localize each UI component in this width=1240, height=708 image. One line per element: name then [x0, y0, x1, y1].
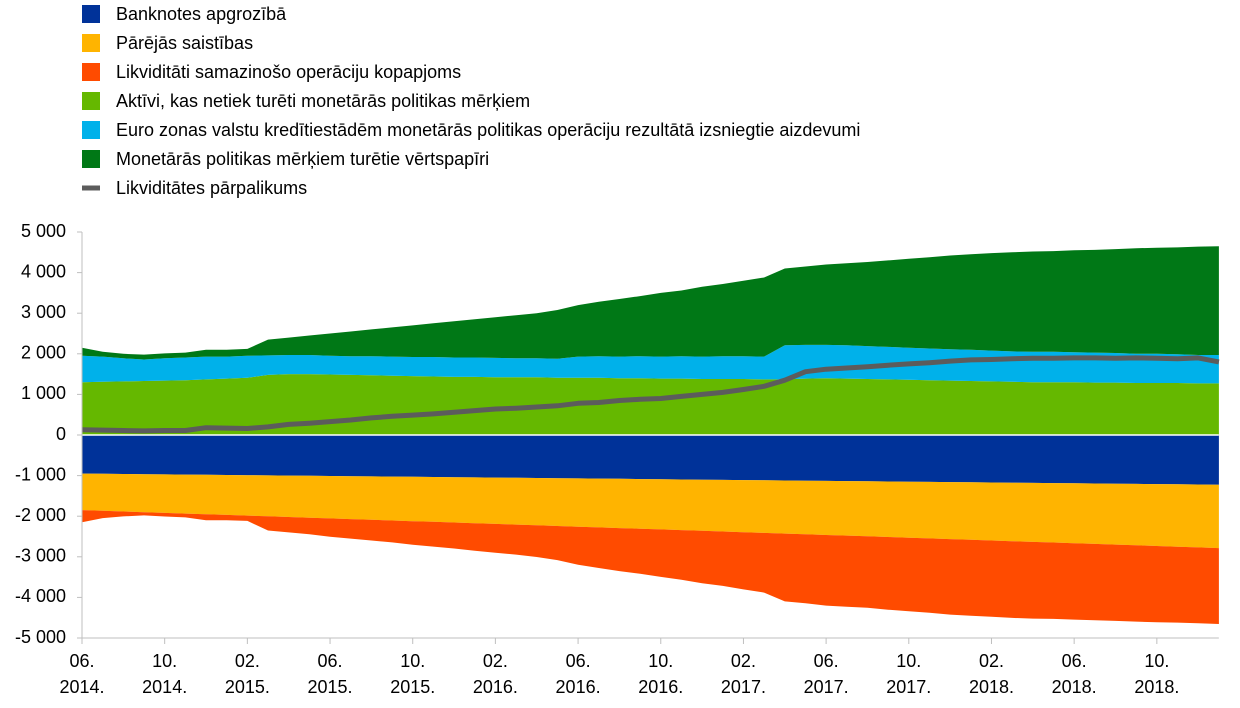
y-tick-label: -1 000	[15, 464, 66, 484]
legend-label: Monetārās politikas mērķiem turētie vērt…	[116, 149, 489, 169]
x-tick-label: 2017.	[721, 677, 766, 697]
x-tick-label: 02.	[979, 651, 1004, 671]
x-tick-label: 2015.	[390, 677, 435, 697]
legend-swatch	[82, 63, 100, 81]
y-tick-label: 0	[56, 424, 66, 444]
area	[82, 473, 1219, 549]
area	[82, 510, 1219, 624]
x-tick-label: 2016.	[638, 677, 683, 697]
y-tick-label: -3 000	[15, 546, 66, 566]
x-tick-label: 10.	[1144, 651, 1169, 671]
legend-swatch	[82, 34, 100, 52]
area	[82, 435, 1219, 485]
x-tick-label: 2016.	[473, 677, 518, 697]
x-tick-label: 2014.	[142, 677, 187, 697]
legend-swatch	[82, 5, 100, 23]
x-tick-label: 2014.	[59, 677, 104, 697]
y-tick-label: 5 000	[21, 221, 66, 241]
y-tick-label: -4 000	[15, 586, 66, 606]
x-tick-label: 02.	[483, 651, 508, 671]
legend-swatch	[82, 150, 100, 168]
x-tick-label: 10.	[152, 651, 177, 671]
x-tick-label: 2018.	[1052, 677, 1097, 697]
x-tick-label: 10.	[648, 651, 673, 671]
legend-label: Likviditātes pārpalikums	[116, 178, 307, 198]
x-tick-label: 06.	[566, 651, 591, 671]
legend-label: Euro zonas valstu kredītiestādēm monetār…	[116, 120, 860, 140]
x-tick-label: 2015.	[308, 677, 353, 697]
y-tick-label: 2 000	[21, 343, 66, 363]
legend-label: Likviditāti samazinošo operāciju kopapjo…	[116, 62, 461, 82]
y-tick-label: -5 000	[15, 627, 66, 647]
x-tick-label: 06.	[814, 651, 839, 671]
x-tick-label: 2018.	[1134, 677, 1179, 697]
legend-label: Banknotes apgrozībā	[116, 4, 287, 24]
area	[82, 246, 1219, 360]
x-tick-label: 10.	[400, 651, 425, 671]
x-tick-label: 10.	[896, 651, 921, 671]
y-tick-label: 1 000	[21, 383, 66, 403]
y-tick-label: -2 000	[15, 505, 66, 525]
legend-label: Aktīvi, kas netiek turēti monetārās poli…	[116, 91, 530, 111]
legend-swatch	[82, 121, 100, 139]
x-tick-label: 2016.	[556, 677, 601, 697]
legend-swatch	[82, 92, 100, 110]
x-tick-label: 2017.	[804, 677, 849, 697]
x-tick-label: 06.	[69, 651, 94, 671]
y-tick-label: 4 000	[21, 261, 66, 281]
x-tick-label: 02.	[235, 651, 260, 671]
legend-label: Pārējās saistības	[116, 33, 253, 53]
x-tick-label: 06.	[318, 651, 343, 671]
x-tick-label: 2018.	[969, 677, 1014, 697]
area	[82, 344, 1219, 384]
x-tick-label: 02.	[731, 651, 756, 671]
x-tick-label: 2017.	[886, 677, 931, 697]
y-tick-label: 3 000	[21, 302, 66, 322]
x-tick-label: 06.	[1062, 651, 1087, 671]
line	[81, 355, 1220, 434]
x-tick-label: 2015.	[225, 677, 270, 697]
